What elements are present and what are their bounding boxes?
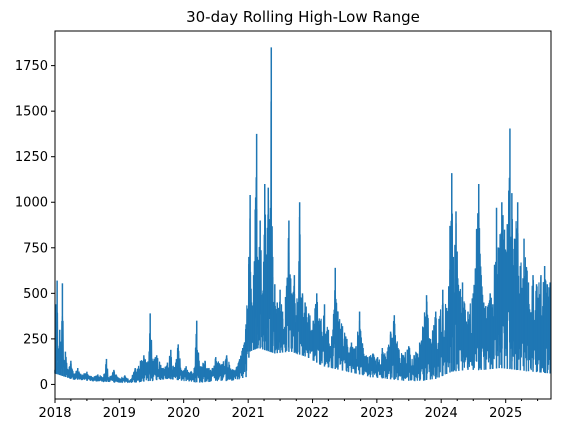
y-axis: 0 250 500 750 1000 1250 1500 1750: [15, 59, 55, 393]
chart-title: 30-day Rolling High-Low Range: [186, 8, 420, 26]
y-tick-label: 0: [40, 378, 48, 393]
x-tick-label: 2024: [425, 406, 458, 421]
x-tick-label: 2022: [296, 406, 329, 421]
x-tick-label: 2020: [167, 406, 200, 421]
y-tick-label: 1750: [15, 59, 48, 74]
y-tick-label: 750: [23, 241, 48, 256]
y-tick-label: 1500: [15, 105, 48, 120]
x-tick-label: 2021: [232, 406, 265, 421]
x-axis: 2018 2019 2020 2021 2022 2023 2024 2025: [38, 399, 539, 421]
x-tick-label: 2025: [489, 406, 522, 421]
x-tick-label: 2023: [360, 406, 393, 421]
y-tick-label: 1000: [15, 196, 48, 211]
series-layer: [54, 47, 551, 384]
x-tick-label: 2018: [38, 406, 71, 421]
y-tick-label: 1250: [15, 150, 48, 165]
y-tick-label: 500: [23, 287, 48, 302]
axes-frame: [54, 30, 552, 400]
y-tick-label: 250: [23, 332, 48, 347]
x-tick-label: 2019: [103, 406, 136, 421]
